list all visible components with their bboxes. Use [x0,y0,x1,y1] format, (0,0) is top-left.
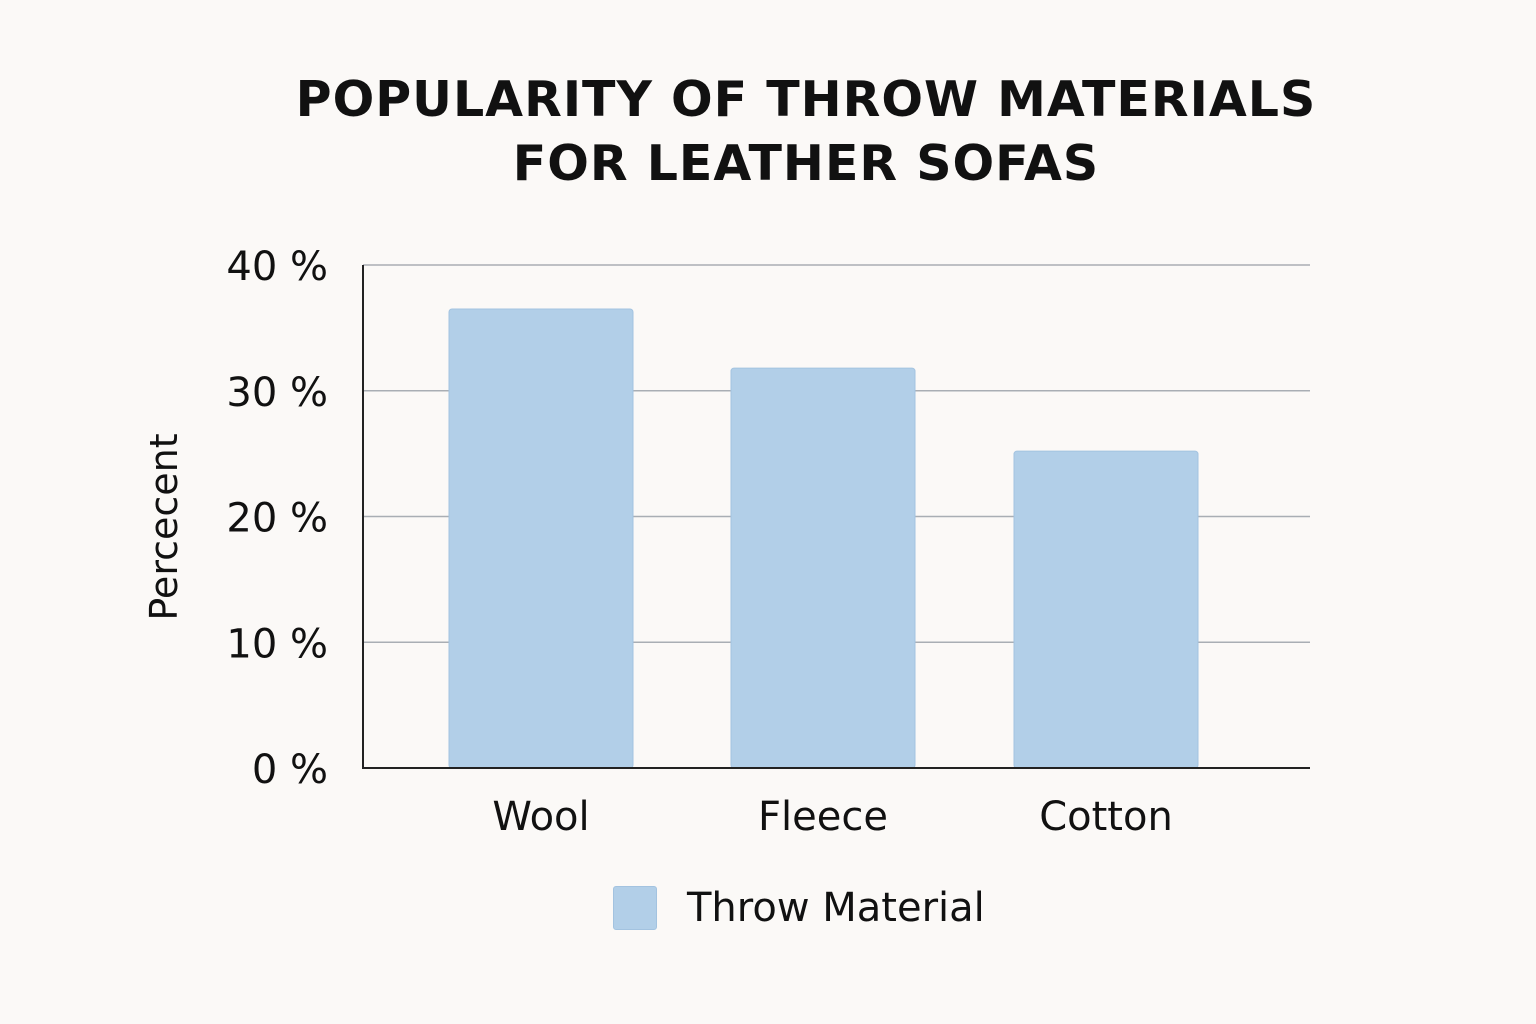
x-tick-label: Fleece [758,794,888,840]
legend-label: Throw Material [687,885,985,931]
chart-title: POPULARITY OF THROW MATERIALS FOR LEATHE… [0,68,1536,196]
legend: Throw Material [613,885,985,931]
x-tick-label: Wool [492,794,589,840]
bar-wool [448,308,634,769]
x-tick-label: Cotton [1039,794,1173,840]
legend-swatch [613,886,657,930]
chart-title-line-1: POPULARITY OF THROW MATERIALS [295,71,1317,128]
y-tick-label: 10 % [226,621,328,667]
y-tick-label: 40 % [226,244,328,290]
y-axis-label: Percecent [142,433,186,620]
y-tick-label: 0 % [252,747,328,793]
bar-fleece [730,367,916,769]
chart-title-line-2: FOR LEATHER SOFAS [512,135,1100,192]
y-tick-label: 20 % [226,496,328,542]
bar-cotton [1013,450,1199,769]
y-tick-label: 30 % [226,370,328,416]
